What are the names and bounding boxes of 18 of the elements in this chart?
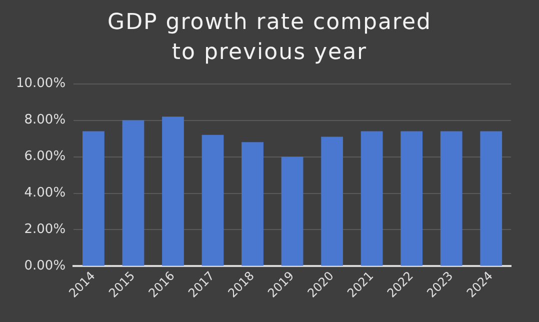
y-tick-label: 6.00%: [24, 149, 66, 164]
bar: [440, 131, 462, 266]
bar: [242, 142, 264, 266]
bar: [82, 131, 104, 266]
bar: [360, 131, 383, 266]
y-tick-label: 10.00%: [16, 76, 66, 92]
y-tick-label: 0.00%: [24, 258, 66, 274]
y-tick-label: 4.00%: [24, 186, 66, 201]
bar: [162, 116, 184, 266]
y-tick-label: 2.00%: [24, 222, 66, 238]
y-tick-label: 8.00%: [24, 112, 66, 128]
bar: [122, 120, 144, 266]
chart-title: GDP growth rate compared to previous year: [106, 9, 432, 67]
bar: [202, 134, 224, 266]
bar: [400, 131, 423, 266]
bar: [480, 131, 502, 266]
bar: [281, 156, 304, 266]
bar: [321, 136, 343, 266]
